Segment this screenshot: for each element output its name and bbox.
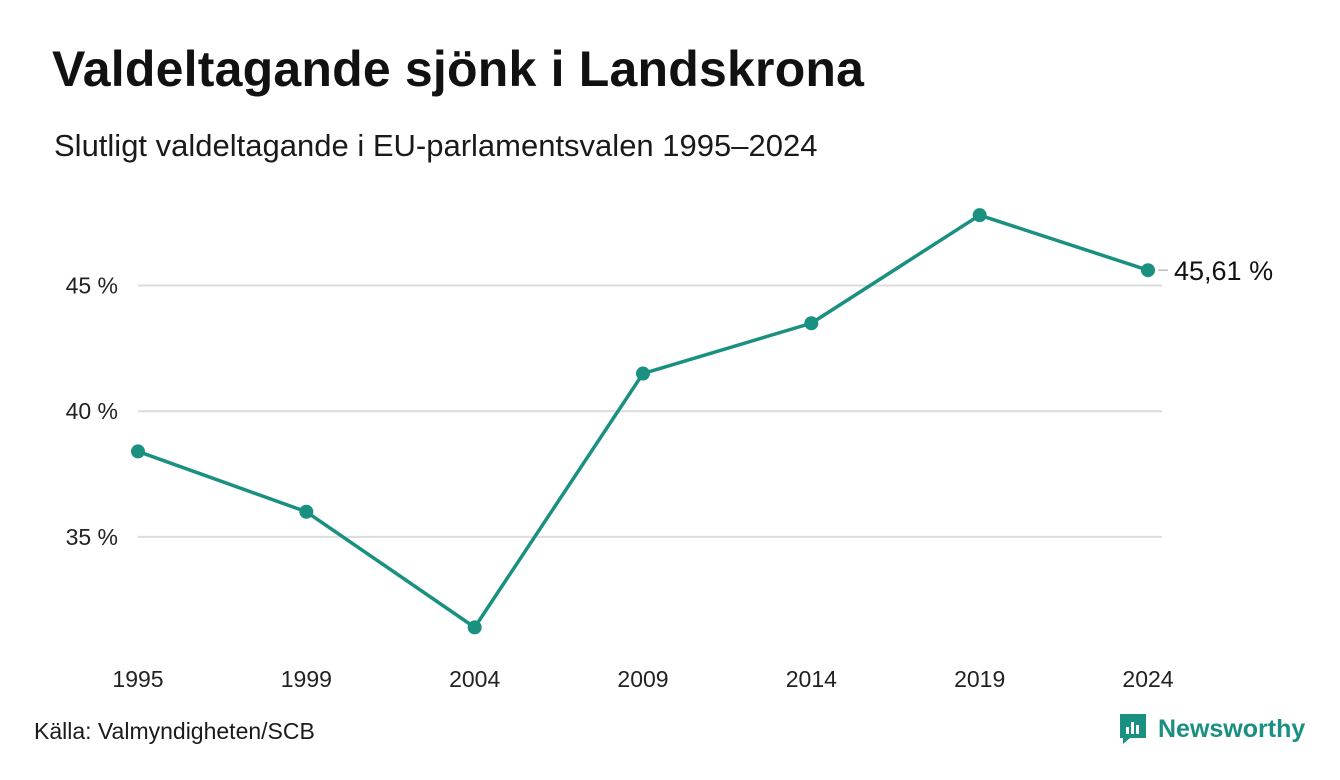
x-tick-label: 1999 [281,666,332,692]
x-tick-label: 2014 [786,666,837,692]
chart-title: Valdeltagande sjönk i Landskrona [52,41,865,97]
data-point [131,444,145,459]
chart-subtitle: Slutligt valdeltagande i EU-parlamentsva… [54,128,818,163]
source-note: Källa: Valmyndigheten/SCB [34,718,315,744]
data-point [299,504,314,519]
brand-name: Newsworthy [1158,714,1306,743]
data-point [1141,263,1155,278]
newsworthy-logo-icon [1120,714,1146,744]
data-point [972,208,987,223]
y-tick-label: 35 % [66,524,118,550]
series-line [136,213,1150,630]
x-tick-label: 2019 [954,666,1005,692]
brand-logo: Newsworthy [1118,712,1305,746]
x-tick-label: 1995 [112,666,163,692]
x-tick-label: 2004 [449,666,500,692]
data-point [636,366,650,381]
x-tick-label: 2024 [1122,666,1173,692]
y-tick-label: 45 % [66,273,118,299]
y-tick-label: 40 % [66,398,118,424]
x-tick-label: 2009 [617,666,668,692]
last-value-label: 45,61 % [1174,256,1273,286]
data-point [467,620,482,635]
data-point [804,316,819,331]
